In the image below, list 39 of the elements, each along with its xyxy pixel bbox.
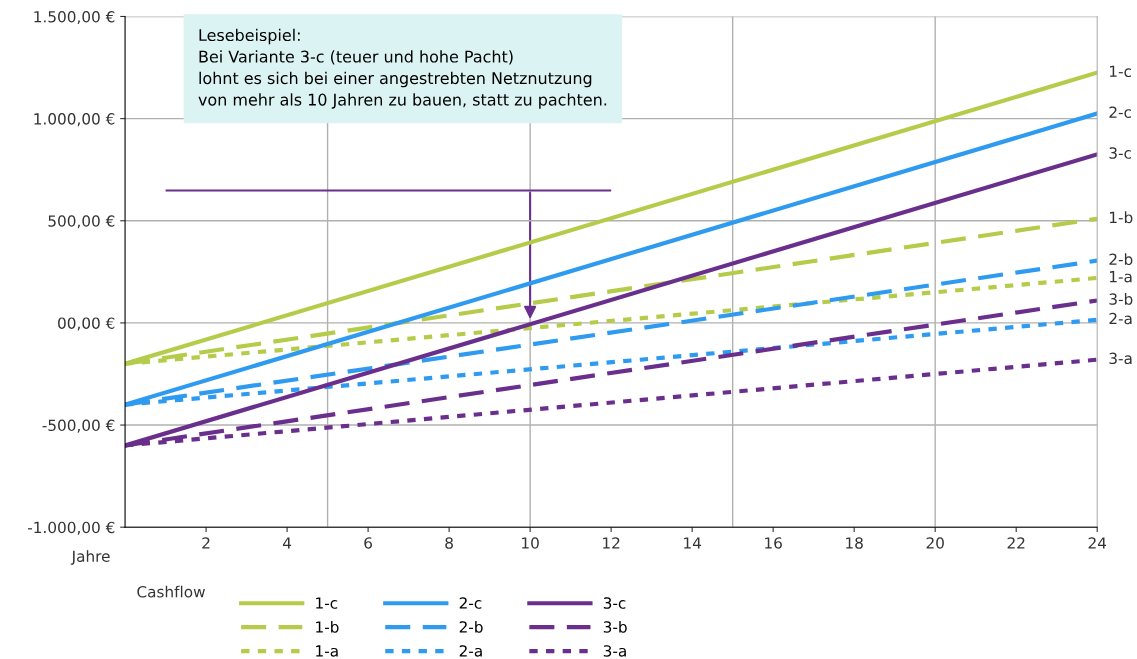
- y-tick-label: 500,00 €: [48, 215, 115, 229]
- legend-label: 3-a: [603, 645, 626, 657]
- text: 1-c: [1109, 65, 1131, 78]
- x-tick-label: 6: [364, 537, 372, 549]
- x-tick-label: 8: [445, 537, 453, 549]
- text: 2-b: [1109, 253, 1133, 266]
- x-tick-label: 22: [1007, 537, 1025, 549]
- y-tick-label: 1.000,00 €: [34, 113, 115, 127]
- x-tick-label: 10: [522, 537, 539, 549]
- text: 3-b: [1109, 293, 1133, 305]
- legend-label: 1-a: [316, 645, 338, 657]
- legend-label: 2-a: [459, 645, 482, 657]
- x-tick-label: 14: [684, 537, 702, 549]
- text: 1-a: [1109, 271, 1132, 283]
- x-tick-label: 24: [1088, 537, 1107, 549]
- legend-label: 3-c: [603, 597, 626, 609]
- legend-label: 2-b: [459, 620, 483, 633]
- legend-label: 3-b: [603, 620, 627, 633]
- annotation: Lesebeispiel: Bei Variante 3-c (teuer und hohe Pacht) lohnt es sich bei einer angestrebten Netznutzung von mehr als 10 Jahren zu bauen, statt zu pachten.: [198, 28, 607, 109]
- text: 3-a: [1109, 352, 1132, 365]
- text: 2-c: [1109, 106, 1131, 118]
- x-tick-label: 16: [765, 537, 782, 549]
- x-axis-title: Jahre: [70, 550, 110, 565]
- x-tick-label: 2: [202, 537, 210, 549]
- legend-label: 1-c: [316, 597, 338, 609]
- x-tick-label: 12: [603, 537, 620, 549]
- text: 1-b: [1109, 211, 1133, 224]
- y-tick-label: 1.500,00 €: [34, 10, 115, 25]
- legend-title: Cashflow: [137, 585, 205, 598]
- text: 3-c: [1109, 147, 1131, 159]
- y-tick-label: -500,00 €: [42, 419, 115, 433]
- x-tick-label: 4: [282, 537, 292, 549]
- y-tick-label: -1.000,00 €: [27, 521, 115, 535]
- x-tick-label: 20: [926, 537, 944, 549]
- text: 2-a: [1109, 312, 1132, 325]
- legend-label: 1-b: [316, 620, 339, 633]
- x-tick-label: 18: [846, 537, 863, 549]
- y-tick-label: 00,00 €: [58, 317, 115, 331]
- legend-label: 2-c: [459, 597, 482, 609]
